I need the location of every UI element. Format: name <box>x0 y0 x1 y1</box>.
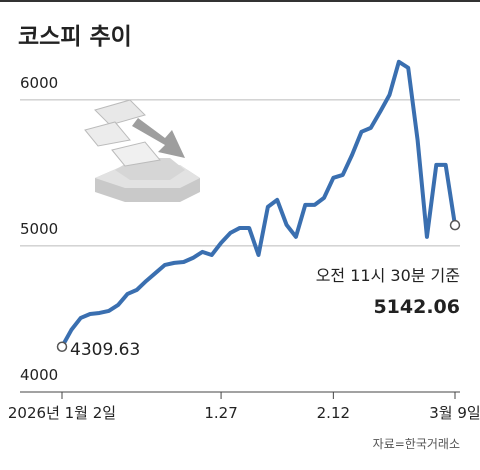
source: 자료=한국거래소 <box>373 437 460 451</box>
value-label: 4309.63 <box>70 340 140 360</box>
x-tick-label: 2.12 <box>317 404 350 422</box>
x-tick-label: 2026년 1월 2일 <box>8 404 116 422</box>
y-tick-label: 6000 <box>20 74 58 92</box>
illustration <box>84 99 200 202</box>
x-tick-label: 1.27 <box>204 404 237 422</box>
y-tick-label: 4000 <box>20 366 58 384</box>
y-tick-label: 5000 <box>20 220 58 238</box>
x-tick-label: 3월 9일 <box>429 404 480 422</box>
chart-title: 코스피 추이 <box>18 24 132 50</box>
end-point <box>56 341 68 353</box>
end-point <box>449 219 461 231</box>
annotation: 오전 11시 30분 기준 <box>316 266 460 285</box>
line <box>60 59 457 348</box>
value-label: 5142.06 <box>373 296 460 318</box>
